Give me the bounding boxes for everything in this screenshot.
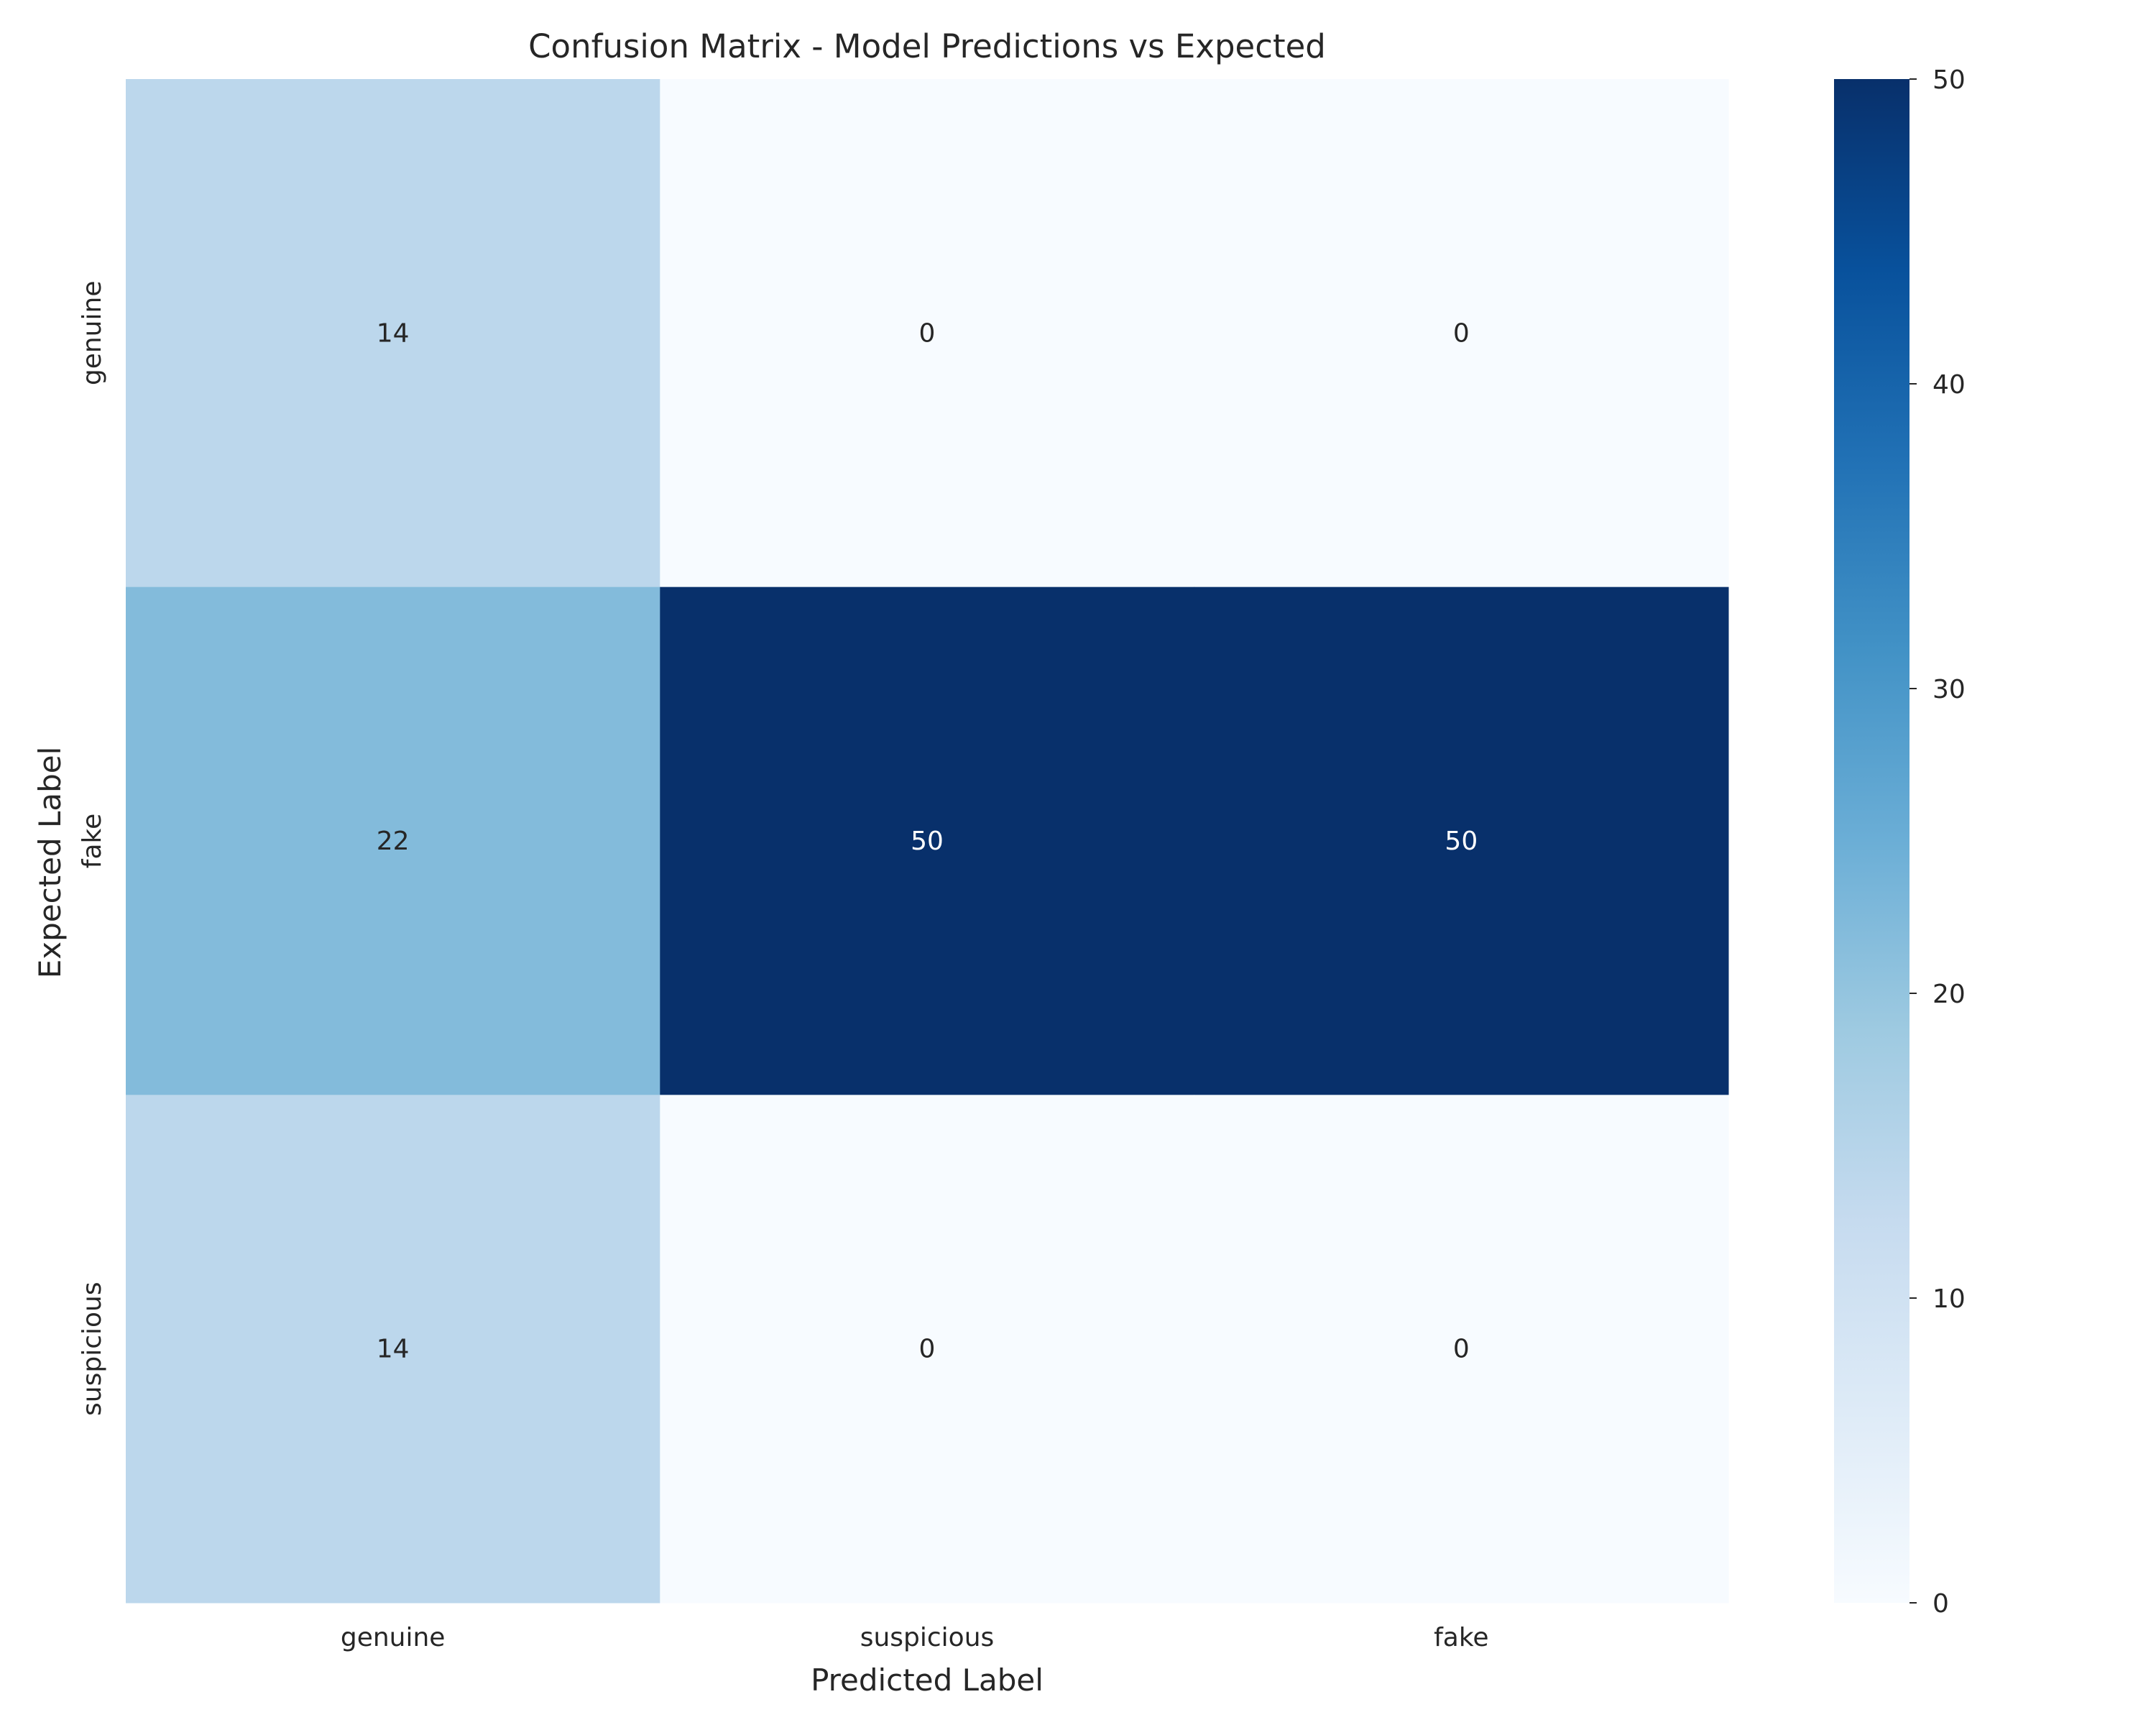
heatmap-cells: 14 0 0 22 50 50 14 0 0 (126, 79, 1729, 1604)
chart-title: Confusion Matrix - Model Predictions vs … (528, 27, 1326, 65)
heatmap-cell (660, 586, 1195, 1095)
colorbar (1834, 79, 1909, 1603)
colorbar-tick-label: 30 (1932, 675, 1966, 704)
heatmap-cell (126, 1095, 660, 1604)
colorbar-tick-label: 0 (1932, 1589, 1949, 1619)
colorbar-tick-label: 10 (1932, 1284, 1966, 1314)
x-tick-labels: genuine suspicious fake (341, 1623, 1489, 1652)
cell-value-label: 50 (1445, 827, 1478, 856)
heatmap-cell (660, 79, 1195, 588)
heatmap-cell (126, 79, 660, 588)
cell-value-label: 0 (919, 1335, 936, 1364)
cell-value-label: 22 (377, 827, 410, 856)
cell-value-label: 14 (377, 1335, 410, 1364)
y-tick-label: suspicious (78, 1282, 107, 1416)
y-tick-label: fake (78, 814, 107, 868)
colorbar-tick-labels: 0 10 20 30 40 50 (1909, 65, 1966, 1619)
x-tick-label: genuine (341, 1623, 446, 1652)
heatmap-cell (1194, 1095, 1729, 1604)
x-tick-label: fake (1434, 1623, 1488, 1652)
y-tick-label: genuine (78, 281, 107, 386)
heatmap-cell (1194, 586, 1729, 1095)
cell-value-label: 0 (919, 318, 936, 348)
heatmap-cell (1194, 79, 1729, 588)
colorbar-tick-label: 50 (1932, 65, 1966, 95)
y-tick-labels: genuine fake suspicious (78, 281, 107, 1416)
heatmap-cell (126, 586, 660, 1095)
heatmap-cell (660, 1095, 1195, 1604)
x-tick-label: suspicious (860, 1623, 995, 1652)
y-axis-label: Expected Label (32, 747, 68, 979)
colorbar-tick-label: 40 (1932, 370, 1966, 400)
cell-value-label: 14 (377, 318, 410, 348)
x-axis-label: Predicted Label (811, 1662, 1044, 1698)
cell-value-label: 0 (1453, 1335, 1470, 1364)
cell-value-label: 0 (1453, 318, 1470, 348)
colorbar-tick-label: 20 (1932, 980, 1966, 1009)
cell-value-label: 50 (911, 827, 944, 856)
